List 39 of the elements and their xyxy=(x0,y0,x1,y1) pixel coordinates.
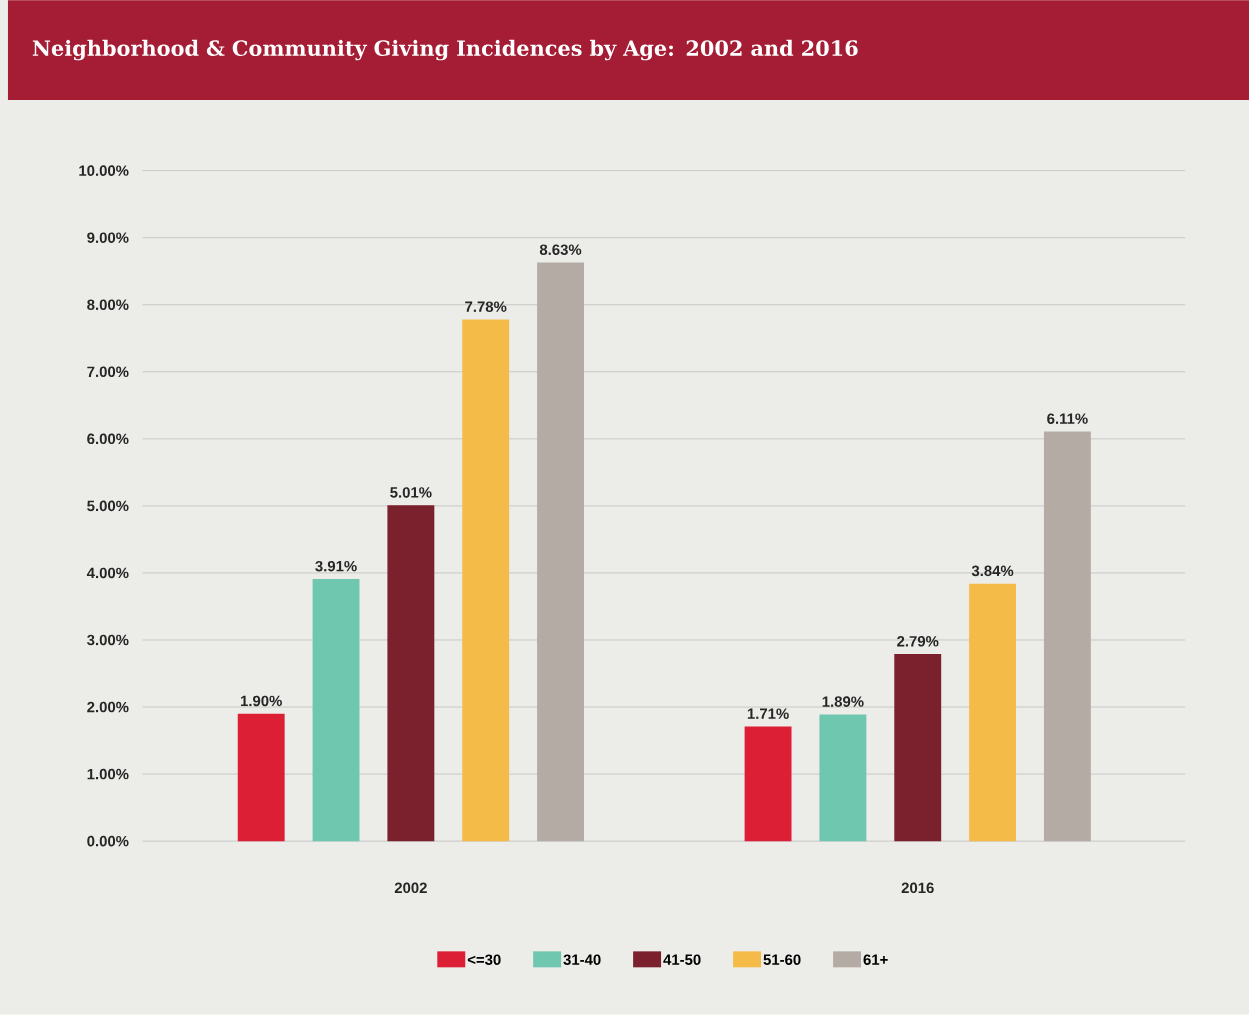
bar xyxy=(969,583,1017,842)
bar xyxy=(462,319,510,842)
data-label: 5.01% xyxy=(390,487,432,498)
legend-label: 51-60 xyxy=(763,954,801,966)
chart-title: Neighborhood & Community Giving Incidences by Age: 2002 and 2016 xyxy=(32,39,858,61)
y-tick-label: 8.00% xyxy=(87,299,129,311)
bar xyxy=(312,579,360,842)
y-tick-label: 5.00% xyxy=(87,500,129,512)
data-label: 3.91% xyxy=(315,561,357,572)
y-tick-label: 10.00% xyxy=(79,165,129,177)
data-label: 3.84% xyxy=(971,565,1014,577)
legend-label: 61+ xyxy=(863,954,888,966)
data-label: 6.11% xyxy=(1047,413,1088,425)
data-label: 1.89% xyxy=(822,696,864,708)
bar xyxy=(387,505,435,842)
x-tick-label: 2002 xyxy=(394,882,427,894)
bar xyxy=(744,726,792,842)
legend-label: <=30 xyxy=(467,954,501,966)
y-tick-label: 4.00% xyxy=(86,567,129,579)
bar xyxy=(894,654,942,842)
data-label: 7.78% xyxy=(465,301,507,313)
data-label: 1.90% xyxy=(240,695,282,707)
y-tick-label: 0.00% xyxy=(87,835,129,847)
data-label: 1.71% xyxy=(747,708,789,720)
bar xyxy=(237,713,285,842)
y-tick-label: 9.00% xyxy=(87,232,129,244)
legend-label: 31-40 xyxy=(563,954,601,966)
y-tick-label: 6.00% xyxy=(87,433,129,445)
y-tick-label: 7.00% xyxy=(87,366,129,378)
y-tick-label: 1.00% xyxy=(87,768,129,780)
data-label: 2.79% xyxy=(897,636,939,647)
data-label: 8.63% xyxy=(539,244,582,256)
bar xyxy=(537,262,584,842)
bar xyxy=(819,714,867,842)
x-tick-label: 2016 xyxy=(901,882,934,894)
y-tick-label: 2.00% xyxy=(87,701,129,713)
legend-label: 41-50 xyxy=(663,954,701,966)
y-tick-label: 3.00% xyxy=(87,634,129,646)
bar xyxy=(1043,431,1091,842)
